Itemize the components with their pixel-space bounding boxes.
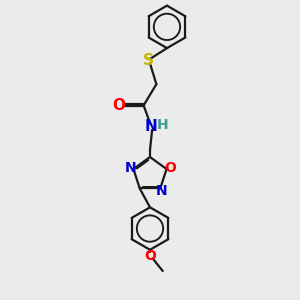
Text: H: H <box>157 118 169 132</box>
Text: O: O <box>113 98 126 113</box>
Text: N: N <box>145 119 158 134</box>
Text: S: S <box>142 53 153 68</box>
Text: O: O <box>144 249 156 263</box>
Text: N: N <box>124 161 136 175</box>
Text: O: O <box>164 161 176 175</box>
Text: N: N <box>155 184 167 198</box>
